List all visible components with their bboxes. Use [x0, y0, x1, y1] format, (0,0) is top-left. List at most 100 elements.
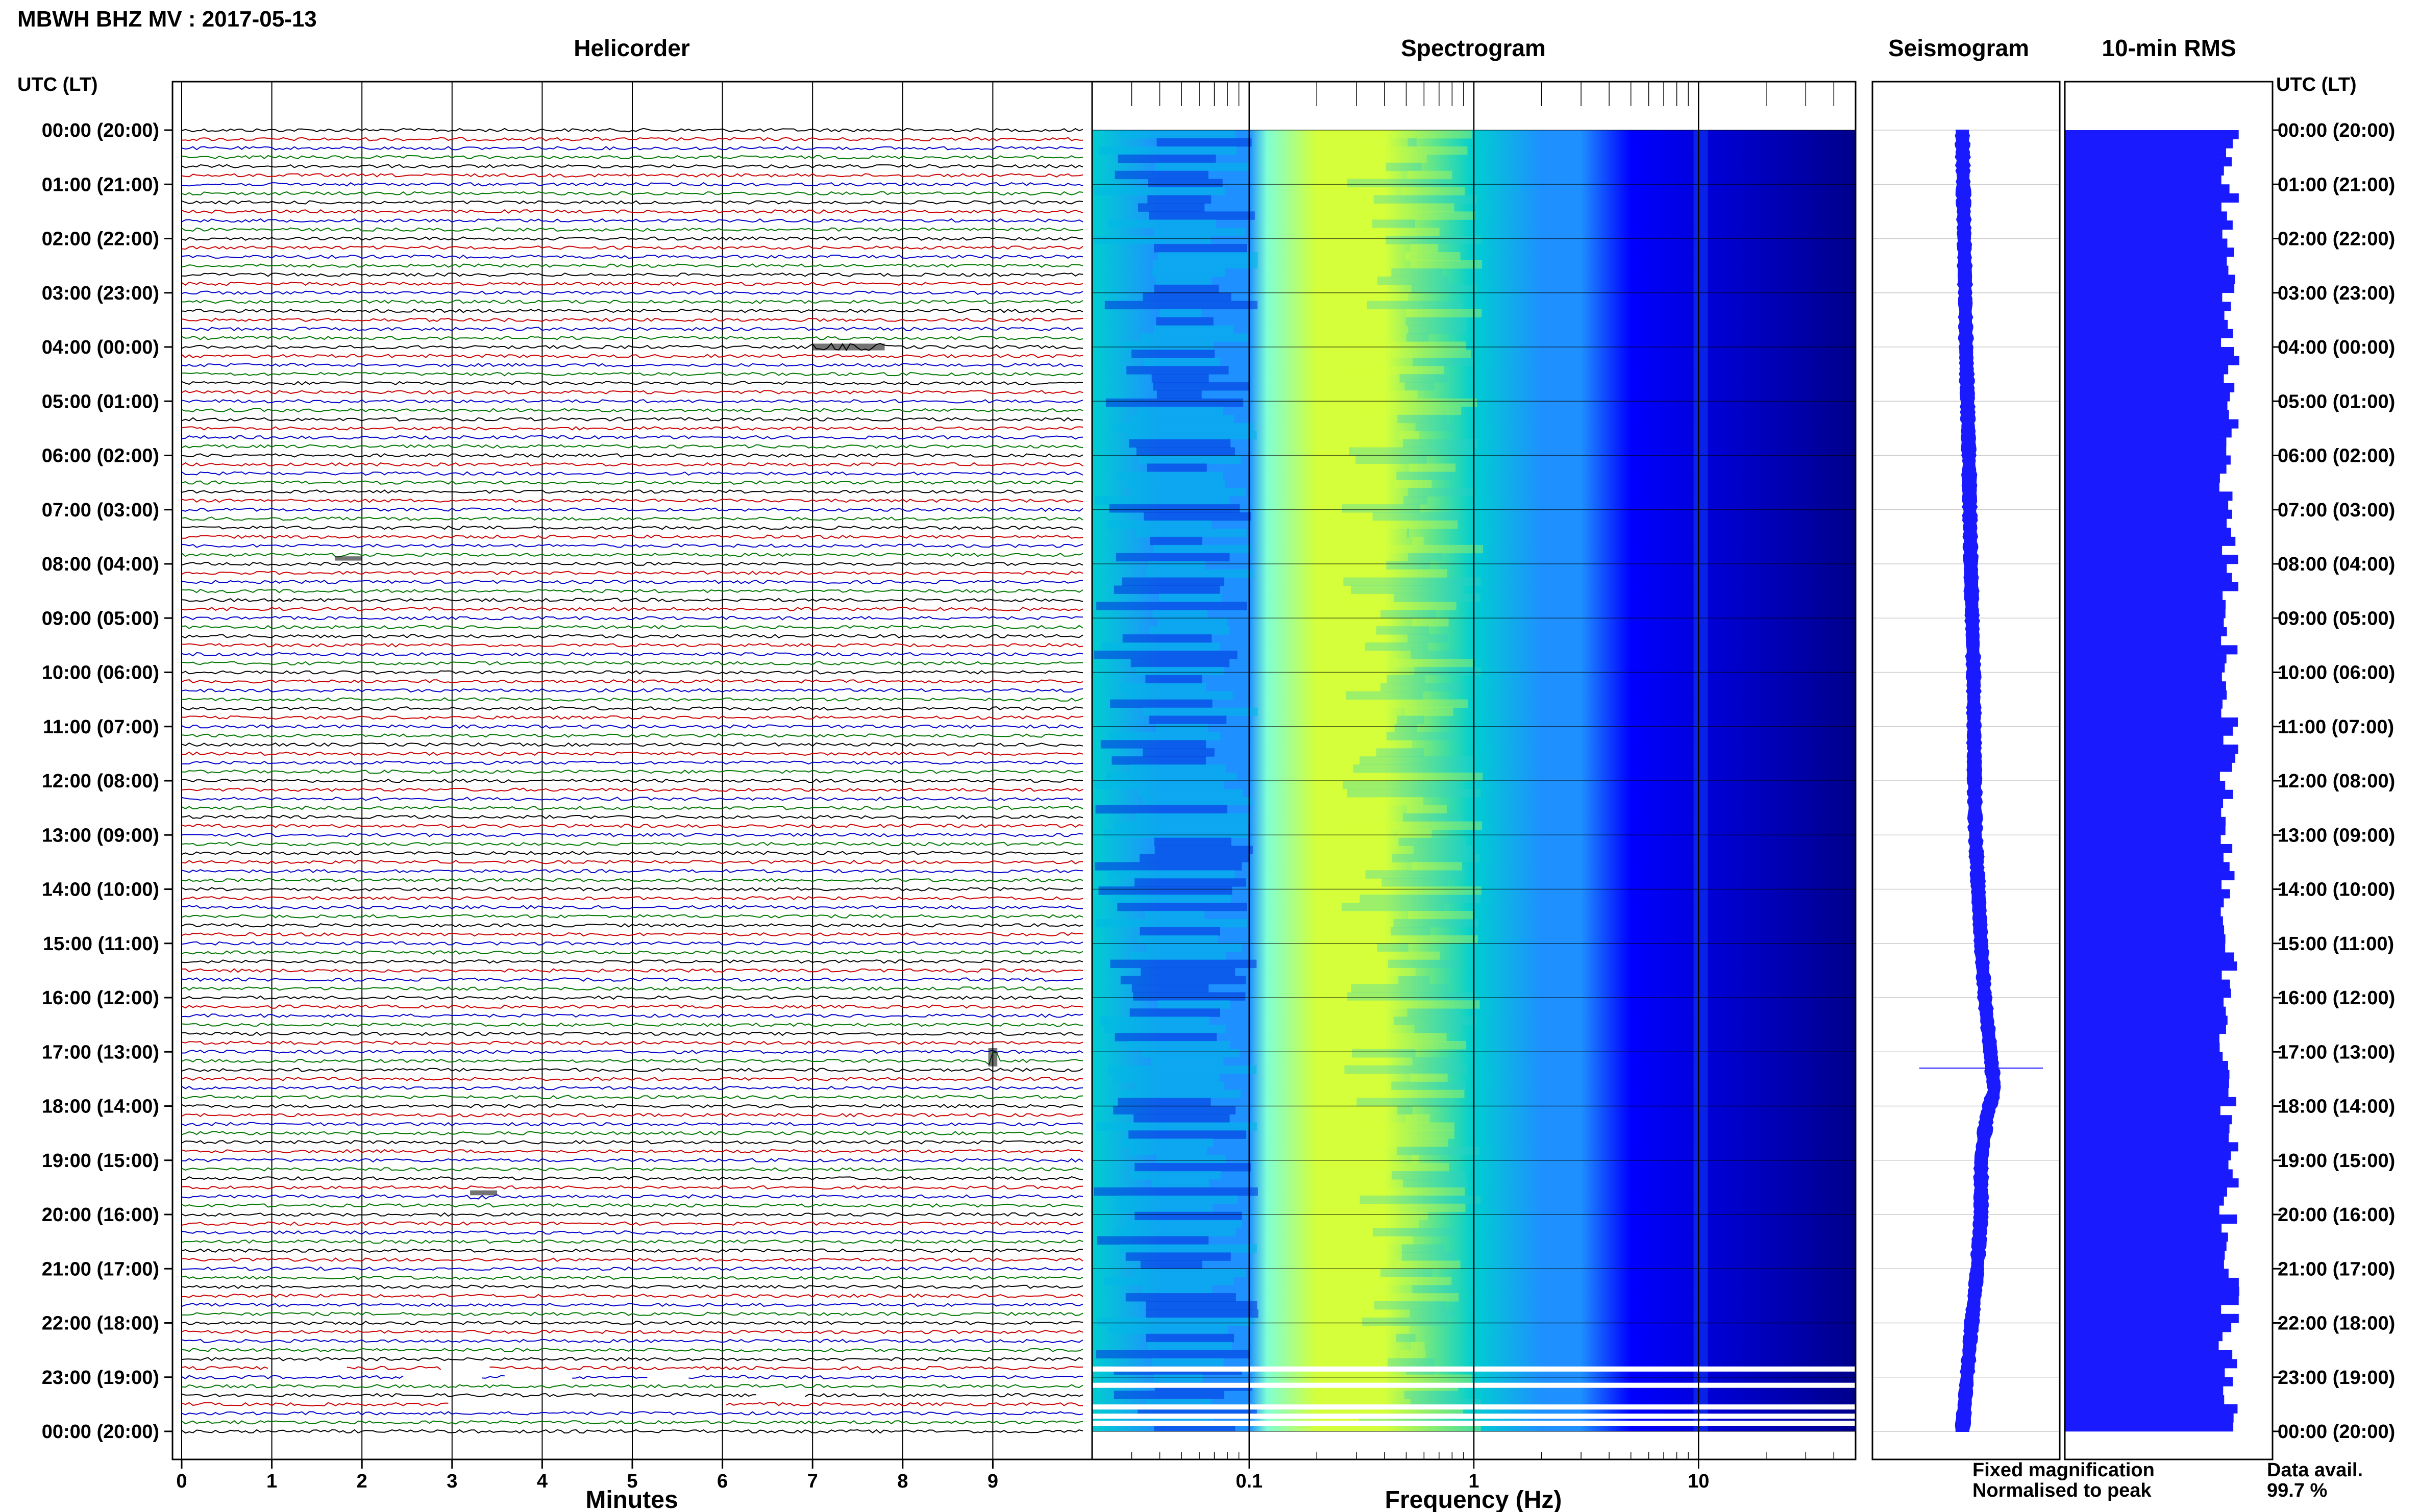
spectrogram-band	[1104, 1277, 1234, 1285]
spectrogram-band	[1106, 773, 1237, 781]
spectrogram-band	[1156, 390, 1202, 399]
spectrogram-band	[1126, 366, 1229, 375]
time-label-right: 10:00 (06:00)	[2278, 662, 2395, 684]
helicorder-trace	[181, 995, 1083, 1000]
rms-bar	[2065, 600, 2226, 609]
spectrogram-band	[1094, 651, 1238, 659]
helicorder-trace	[181, 859, 1083, 864]
spectrogram-band	[1097, 1236, 1209, 1245]
spectrogram-band	[1096, 919, 1247, 928]
frequency-tick-label: 1	[1468, 1471, 1479, 1492]
spectrogram-band	[1101, 642, 1221, 651]
spectrogram-band	[1128, 1130, 1246, 1139]
rms-bar	[2065, 988, 2231, 998]
spectrogram-band	[1115, 1033, 1217, 1042]
rms-bar	[2065, 1205, 2219, 1215]
spectrogram-band	[1111, 895, 1231, 903]
spectrogram-band	[1397, 414, 1447, 424]
spectrogram-band	[1131, 984, 1209, 993]
spectrogram-band	[1128, 431, 1257, 440]
rms-bar	[2065, 826, 2226, 835]
time-label-right: 16:00 (12:00)	[2278, 987, 2395, 1009]
spectrogram-band	[1367, 301, 1464, 310]
rms-bar	[2065, 148, 2227, 158]
rms-bar	[2065, 1015, 2228, 1025]
rms-bar	[2065, 835, 2221, 845]
spectrogram-band	[1405, 1114, 1430, 1123]
spectrogram-band	[1097, 1317, 1254, 1326]
helicorder-trace	[181, 1095, 1083, 1100]
spectrogram-band	[1117, 903, 1247, 911]
spectrogram-band	[1408, 138, 1417, 147]
spectrogram-band	[1344, 1065, 1467, 1074]
rms-bar	[2065, 907, 2221, 916]
spectrogram-band	[1408, 553, 1442, 562]
helicorder-trace	[181, 914, 1083, 919]
helicorder-trace	[181, 363, 1083, 367]
spectrogram-band	[1349, 886, 1482, 895]
spectrogram-band	[1361, 406, 1462, 415]
minute-tick-label: 5	[627, 1471, 637, 1492]
legend-normalised-to-peak: Normalised to peak	[1972, 1480, 2152, 1501]
spectrogram-band	[1122, 634, 1212, 643]
helicorder-trace	[181, 706, 1083, 711]
time-label-left: 09:00 (05:00)	[42, 608, 159, 629]
spectrogram-band	[1114, 1391, 1224, 1399]
helicorder-trace	[181, 435, 1083, 440]
spectrogram-band	[1155, 276, 1212, 285]
helicorder-trace	[181, 146, 1083, 151]
helicorder-title: Helicorder	[574, 35, 690, 61]
spectrogram-band	[1402, 813, 1463, 822]
helicorder-trace	[181, 950, 1083, 955]
time-label-left: 01:00 (21:00)	[42, 174, 159, 195]
spectrogram-band	[1115, 170, 1208, 180]
spectrogram-band	[1405, 252, 1461, 261]
time-label-right: 20:00 (16:00)	[2278, 1204, 2395, 1226]
helicorder-trace	[181, 679, 1083, 684]
helicorder-trace	[181, 851, 1083, 856]
helicorder-trace	[181, 824, 1083, 828]
data-avail-value: 99.7 %	[2267, 1480, 2327, 1501]
helicorder-trace	[181, 1068, 1083, 1072]
rms-bar	[2065, 1097, 2236, 1106]
time-label-left: 04:00 (00:00)	[42, 337, 159, 358]
time-label-left: 05:00 (01:00)	[42, 391, 159, 412]
spectrogram-band	[1146, 943, 1243, 952]
spectrogram-band	[1120, 683, 1206, 692]
minute-tick-label: 2	[357, 1471, 367, 1492]
helicorder-trace	[181, 670, 1083, 675]
spectrogram-band	[1408, 634, 1448, 643]
rms-bar	[2065, 1277, 2239, 1287]
spectrogram-band	[1386, 732, 1459, 740]
rms-bar	[2065, 1142, 2238, 1152]
time-label-right: 01:00 (21:00)	[2278, 174, 2395, 195]
spectrogram-band	[1136, 447, 1235, 456]
spectrogram-band	[1129, 439, 1231, 448]
spectrogram-band	[1154, 284, 1219, 293]
time-label-right: 02:00 (22:00)	[2278, 229, 2395, 250]
spectrogram-band	[1115, 821, 1249, 830]
helicorder-trace	[181, 1429, 1083, 1434]
spectrogram-band	[1380, 683, 1462, 692]
helicorder-trace	[181, 371, 1083, 377]
rms-bar	[2065, 781, 2226, 790]
helicorder-trace	[181, 1040, 1083, 1045]
helicorder-trace	[181, 1013, 1083, 1018]
rms-bar	[2065, 1422, 2234, 1432]
spectrogram-band	[1114, 585, 1220, 594]
rms-bar	[2065, 1088, 2229, 1098]
spectrogram-band	[1120, 976, 1246, 984]
helicorder-trace	[181, 1122, 1083, 1127]
time-axis-label-left: UTC (LT)	[17, 74, 98, 95]
time-label-right: 22:00 (18:00)	[2278, 1313, 2395, 1334]
spectrogram-band	[1148, 1342, 1232, 1351]
helicorder-trace	[181, 1112, 1083, 1118]
spectrogram-band	[1130, 1171, 1221, 1180]
spectrogram-band	[1153, 544, 1251, 554]
spectrogram-band	[1130, 764, 1226, 773]
spectrogram-band	[1407, 1008, 1460, 1017]
spectrogram-band	[1099, 146, 1237, 155]
rms-bar	[2065, 1332, 2223, 1342]
helicorder-trace	[181, 1022, 1083, 1027]
spectrogram-band	[1131, 350, 1215, 358]
